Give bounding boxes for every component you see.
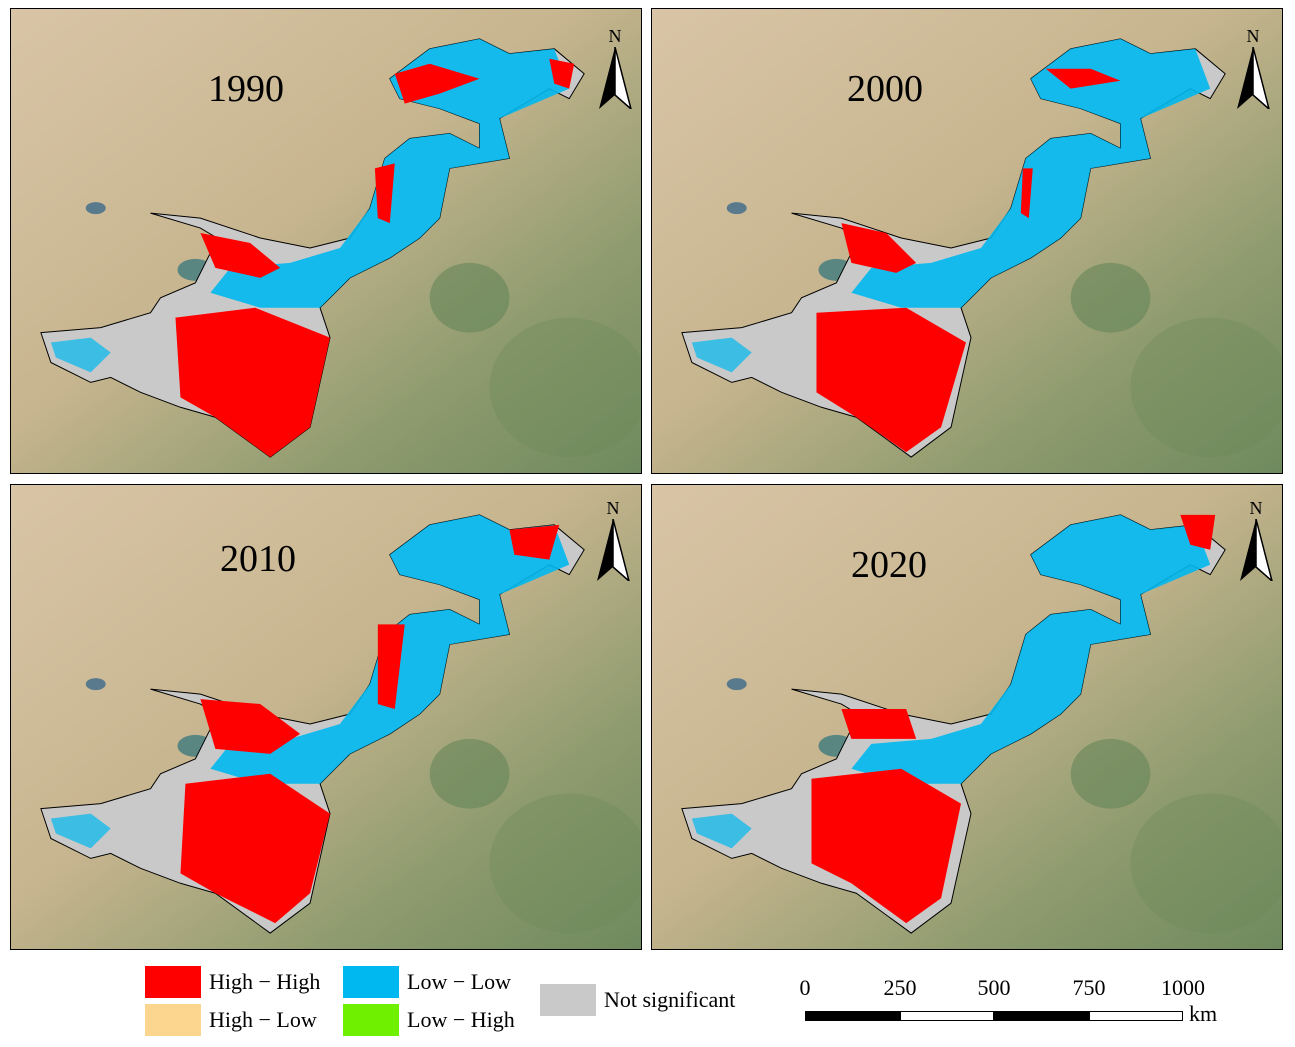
legend-swatch — [540, 984, 596, 1016]
north-letter: N — [606, 498, 620, 518]
clusters — [175, 58, 575, 458]
year-label: 2020 — [851, 544, 927, 586]
satellite-basemap — [11, 485, 641, 949]
year-label: 1990 — [208, 68, 284, 110]
north-arrow-icon — [599, 47, 632, 109]
north-arrow-icon — [1237, 47, 1270, 109]
legend-label: High − Low — [209, 1007, 317, 1032]
map-panel-2000: 2000 N — [651, 8, 1283, 474]
map-panel-1990: 1990 N — [10, 8, 642, 474]
scale-segment — [900, 1011, 994, 1021]
legend-label: Low − High — [407, 1007, 515, 1032]
legend-label: Not significant — [604, 987, 736, 1012]
satellite-basemap — [652, 9, 1282, 473]
scale-segment — [994, 1011, 1089, 1021]
north-arrow: N — [597, 26, 633, 109]
scale-tick: 0 — [799, 975, 811, 1000]
scale-tick: 500 — [977, 975, 1011, 1000]
north-letter: N — [608, 26, 622, 46]
legend-label: Low − Low — [407, 969, 512, 994]
scale-bar: 0 250 500 750 1000 km — [785, 975, 1225, 1035]
legend-label: High − High — [209, 969, 321, 994]
legend-item-high-high: High − High — [145, 966, 320, 998]
scale-unit: km — [1189, 1001, 1218, 1026]
legend-swatch — [145, 1004, 201, 1036]
north-arrow-icon — [597, 519, 630, 581]
map-panel-2020: 2020 N — [651, 484, 1283, 950]
north-arrow-icon — [1240, 519, 1273, 581]
year-label: 2010 — [220, 538, 296, 580]
legend-item-low-low: Low − Low — [343, 966, 511, 998]
clusters — [180, 524, 560, 924]
scale-tick: 250 — [883, 975, 917, 1000]
north-letter: N — [1246, 26, 1260, 46]
satellite-basemap — [11, 9, 641, 473]
legend-swatch — [343, 1004, 399, 1036]
legend-item-high-low: High − Low — [145, 1004, 317, 1036]
legend-swatch — [343, 966, 399, 998]
map-panel-2010: 2010 N — [10, 484, 642, 950]
scale-tick: 1000 — [1161, 975, 1205, 1000]
legend-item-not-significant: Not significant — [540, 984, 735, 1016]
year-label: 2000 — [847, 68, 923, 110]
legend-swatch — [145, 966, 201, 998]
north-letter: N — [1249, 498, 1263, 518]
scale-segment — [805, 1011, 900, 1021]
north-arrow: N — [1235, 26, 1271, 109]
scale-tick: 750 — [1072, 975, 1106, 1000]
legend: High − High Low − Low High − Low Low − H… — [0, 950, 1295, 1047]
north-arrow: N — [1238, 498, 1274, 581]
legend-item-low-high: Low − High — [343, 1004, 515, 1036]
scale-segment — [1089, 1011, 1183, 1021]
north-arrow: N — [595, 498, 631, 581]
satellite-basemap — [652, 485, 1282, 949]
